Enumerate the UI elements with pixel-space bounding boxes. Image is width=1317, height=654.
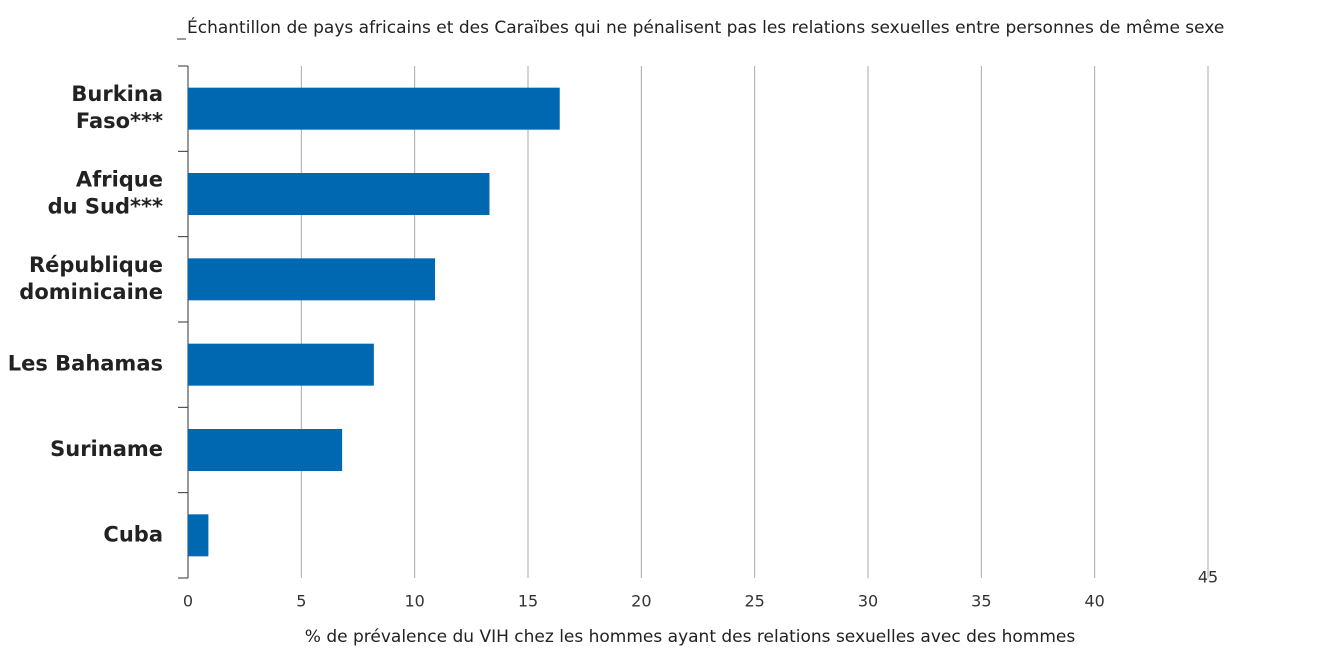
x-tick-label: 15 [518,592,538,611]
x-tick-label: 40 [1084,592,1104,611]
y-tick-label-line: Cuba [103,522,163,546]
x-axis-label: % de prévalence du VIH chez les hommes a… [305,627,1076,647]
y-tick-label-line: Les Bahamas [8,352,163,376]
x-tick-label: 25 [744,592,764,611]
chart-title: Échantillon de pays africains et des Car… [187,16,1224,38]
x-tick-label: 5 [296,592,306,611]
bar [188,429,343,471]
y-tick-label-line: dominicaine [19,280,163,304]
bar [188,87,560,130]
y-tick-label-line: Faso*** [76,109,163,133]
y-tick-label: Les Bahamas [8,352,163,376]
y-tick-label-line: Afrique [76,168,163,192]
bar [188,343,374,386]
x-tick-label: 45 [1198,568,1218,587]
y-tick-label: Afrique du Sud*** [48,168,163,219]
y-tick-label-line: Burkina [71,82,163,106]
x-tick-label: 10 [404,592,424,611]
bar [188,173,490,215]
y-tick-label-line: Suriname [50,437,163,461]
y-tick-label-line: République [29,253,163,277]
y-tick-label: Cuba [103,522,163,546]
x-tick-label: 0 [183,592,193,611]
y-tick-label: République dominicaine [19,253,163,304]
x-tick-label: 20 [631,592,651,611]
bar [188,258,436,301]
bar [188,514,209,557]
x-tick-label: 35 [971,592,991,611]
x-tick-label: 30 [858,592,878,611]
y-tick-label: Suriname [50,437,163,461]
y-tick-label: Burkina Faso*** [71,82,163,133]
y-tick-label-line: du Sud*** [48,195,163,219]
